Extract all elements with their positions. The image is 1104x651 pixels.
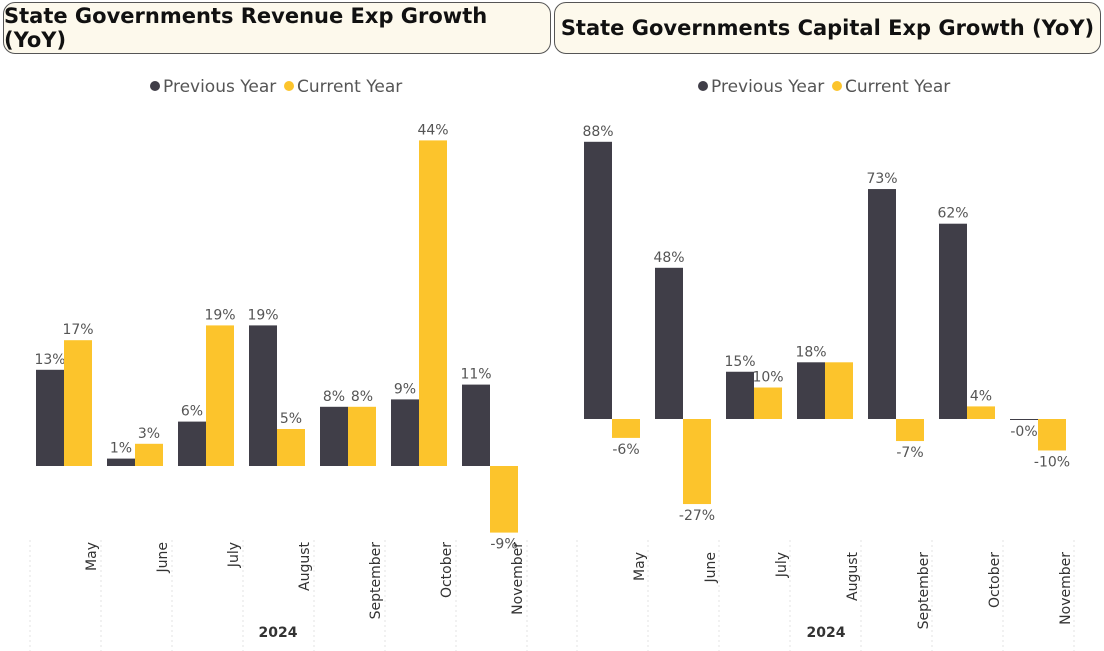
chart-title-capital: State Governments Capital Exp Growth (Yo…: [554, 2, 1101, 54]
data-label-previous-june: 1%: [110, 441, 132, 457]
data-label-previous-october: 9%: [394, 381, 416, 397]
legend-marker-current: [284, 81, 294, 91]
bar-current-september: [348, 406, 376, 466]
bar-previous-july: [726, 371, 754, 419]
bar-previous-may: [584, 141, 612, 420]
data-label-previous-may: 13%: [34, 352, 65, 368]
legend-marker-previous: [150, 81, 160, 91]
x-tick-august: August: [297, 541, 313, 591]
bar-previous-june: [107, 458, 135, 466]
x-group-label-year: 2024: [807, 625, 846, 641]
legend-label-previous: Previous Year: [163, 77, 276, 97]
bar-current-september: [896, 419, 924, 442]
bar-previous-august: [797, 362, 825, 419]
bar-current-july: [754, 387, 782, 419]
bar-current-october: [419, 140, 447, 466]
bar-current-august: [277, 429, 305, 466]
data-label-current-may: -6%: [612, 442, 639, 458]
data-label-previous-august: 19%: [247, 307, 278, 323]
chart-title-text: State Governments Revenue Exp Growth (Yo…: [4, 4, 488, 52]
bar-previous-june: [655, 267, 683, 419]
bar-current-august: [825, 362, 853, 419]
legend-label-current: Current Year: [845, 77, 950, 97]
data-label-previous-july: 15%: [724, 354, 755, 370]
x-group-label-year: 2024: [259, 625, 298, 641]
data-label-previous-september: 8%: [323, 389, 345, 405]
bar-previous-may: [36, 369, 64, 466]
x-tick-july: July: [774, 552, 790, 578]
legend-label-current: Current Year: [297, 77, 402, 97]
chart-title-revenue: State Governments Revenue Exp Growth (Yo…: [3, 2, 551, 54]
data-label-current-september: 8%: [351, 389, 373, 405]
bar-current-july: [206, 325, 234, 466]
data-label-current-october: 4%: [970, 388, 992, 404]
x-tick-june: June: [703, 552, 719, 584]
chart-title-text: State Governments Capital Exp Growth (Yo…: [560, 16, 1095, 40]
data-label-current-may: 17%: [62, 322, 93, 338]
data-label-current-june: 3%: [138, 426, 160, 442]
bar-current-june: [135, 443, 163, 466]
bar-previous-september: [320, 406, 348, 466]
bar-current-october: [967, 406, 995, 419]
x-tick-september: September: [916, 552, 932, 630]
x-tick-august: August: [845, 551, 861, 601]
data-label-current-july: 10%: [752, 370, 783, 386]
legend-label-previous: Previous Year: [711, 77, 824, 97]
bar-current-june: [683, 419, 711, 505]
bar-previous-july: [178, 421, 206, 466]
bar-previous-october: [391, 399, 419, 466]
data-label-current-september: -7%: [896, 445, 923, 461]
bar-current-november: [1038, 419, 1066, 451]
data-label-previous-may: 88%: [582, 124, 613, 140]
data-label-previous-july: 6%: [181, 404, 203, 420]
data-label-current-october: 44%: [417, 122, 448, 138]
data-label-previous-november: 11%: [460, 367, 491, 383]
bar-current-may: [64, 340, 92, 466]
x-tick-october: October: [439, 542, 455, 598]
data-label-current-november: -10%: [1034, 455, 1070, 471]
bar-current-may: [612, 419, 640, 438]
bar-previous-november: [462, 384, 490, 466]
data-label-current-august: 5%: [280, 411, 302, 427]
bar-previous-november: [1010, 419, 1038, 420]
bar-previous-september: [868, 189, 896, 419]
legend-marker-current: [832, 81, 842, 91]
data-label-current-july: 19%: [204, 307, 235, 323]
data-label-previous-november: -0%: [1010, 424, 1037, 440]
x-tick-may: May: [632, 552, 648, 581]
x-tick-july: July: [226, 542, 242, 568]
data-label-previous-october: 62%: [937, 206, 968, 222]
data-label-current-june: -27%: [679, 508, 715, 524]
x-tick-may: May: [84, 542, 100, 571]
x-tick-june: June: [155, 542, 171, 574]
x-tick-september: September: [368, 542, 384, 620]
x-tick-november: November: [1058, 552, 1074, 625]
data-label-previous-august: 18%: [795, 344, 826, 360]
bar-current-november: [490, 466, 518, 533]
data-label-current-november: -9%: [490, 537, 517, 553]
data-label-previous-september: 73%: [866, 171, 897, 187]
bar-previous-october: [939, 223, 967, 419]
legend-marker-previous: [698, 81, 708, 91]
x-tick-october: October: [987, 552, 1003, 608]
bar-previous-august: [249, 325, 277, 466]
x-tick-november: November: [510, 542, 526, 615]
data-label-previous-june: 48%: [653, 250, 684, 266]
